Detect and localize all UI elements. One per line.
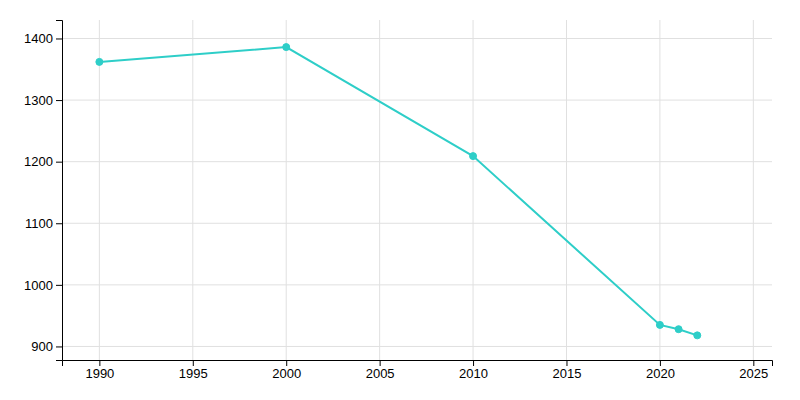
y-grid-line [62, 223, 772, 224]
x-grid-line [566, 20, 567, 360]
y-tick: 1100 [25, 216, 62, 231]
x-tick-label: 2005 [366, 366, 395, 381]
x-tick-mark [99, 360, 100, 366]
x-tick-mark [193, 360, 194, 366]
y-tick-label: 900 [31, 339, 53, 354]
y-tick-label: 1300 [24, 93, 53, 108]
x-tick: 2025 [739, 360, 768, 381]
point [283, 44, 290, 51]
x-tick-label: 2020 [646, 366, 675, 381]
x-grid-line [753, 20, 754, 360]
x-tick-label: 2000 [272, 366, 301, 381]
line [99, 47, 697, 335]
x-tick: 2015 [553, 360, 582, 381]
x-grid-line [473, 20, 474, 360]
x-tick-mark [660, 360, 661, 366]
y-grid-line [62, 284, 772, 285]
point [96, 58, 103, 65]
x-tick-label: 2025 [739, 366, 768, 381]
x-tick: 2000 [272, 360, 301, 381]
y-grid-line [62, 100, 772, 101]
y-tick-label: 1400 [24, 31, 53, 46]
x-grid-line [659, 20, 660, 360]
y-tick-mark [56, 100, 62, 101]
x-tick-mark [286, 360, 287, 366]
y-tick: 1400 [24, 31, 62, 46]
y-tick-mark [56, 285, 62, 286]
y-tick: 900 [31, 339, 62, 354]
chart: 1990 1995 2000 2005 2010 2015 2020 2025 900 1000 1… [0, 0, 800, 400]
y-tick-mark [56, 223, 62, 224]
x-grid-line [379, 20, 380, 360]
y-tick: 1200 [24, 154, 62, 169]
x-tick-mark [566, 360, 567, 366]
plot: 1990 1995 2000 2005 2010 2015 2020 2025 900 1000 1… [24, 20, 772, 381]
x-tick: 2010 [459, 360, 488, 381]
grid [62, 20, 772, 360]
y-tick: 1000 [24, 278, 62, 293]
x-axis-line [63, 361, 773, 367]
x-tick-label: 2010 [459, 366, 488, 381]
point [694, 332, 701, 339]
y-tick-label: 1200 [24, 154, 53, 169]
x-tick-mark [380, 360, 381, 366]
point [470, 153, 477, 160]
y-tick-label: 1000 [24, 278, 53, 293]
x-tick-label: 1995 [179, 366, 208, 381]
x-axis: 1990 1995 2000 2005 2010 2015 2020 2025 [63, 360, 773, 381]
y-grid-line [62, 161, 772, 162]
series [96, 44, 701, 339]
x-grid-line [286, 20, 287, 360]
y-axis: 900 1000 1100 1200 1300 1400 [24, 21, 62, 361]
x-tick: 2020 [646, 360, 675, 381]
point [675, 326, 682, 333]
x-tick-label: 2015 [553, 366, 582, 381]
y-tick-mark [56, 346, 62, 347]
x-grid-line [192, 20, 193, 360]
x-tick-label: 1990 [85, 366, 114, 381]
y-tick: 1300 [24, 93, 62, 108]
y-grid-line [62, 346, 772, 347]
x-tick-mark [473, 360, 474, 366]
x-tick-mark [753, 360, 754, 366]
y-tick-mark [56, 162, 62, 163]
x-tick: 1990 [85, 360, 114, 381]
x-tick: 2005 [366, 360, 395, 381]
x-tick: 1995 [179, 360, 208, 381]
x-grid-line [99, 20, 100, 360]
y-tick-mark [56, 38, 62, 39]
point [656, 321, 663, 328]
y-axis-line [56, 21, 63, 361]
y-grid-line [62, 38, 772, 39]
y-tick-label: 1100 [25, 216, 53, 231]
